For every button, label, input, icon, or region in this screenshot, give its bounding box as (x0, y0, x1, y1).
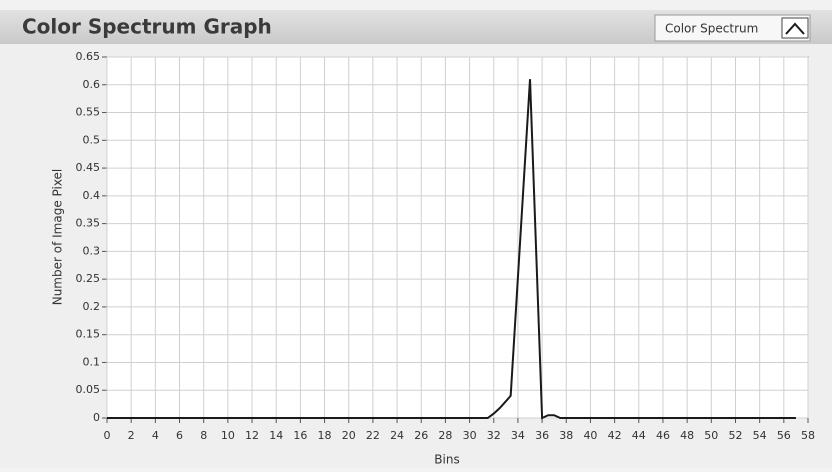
y-tick-label: 0.6 (83, 78, 101, 91)
x-tick-label: 44 (632, 429, 646, 442)
x-tick-label: 46 (656, 429, 670, 442)
y-tick-label: 0.15 (76, 328, 101, 341)
legend-swatch-box (782, 18, 808, 38)
y-tick-label: 0.2 (83, 300, 101, 313)
x-tick-label: 0 (104, 429, 111, 442)
x-tick-label: 20 (342, 429, 356, 442)
x-tick-label: 52 (728, 429, 742, 442)
x-tick-label: 12 (245, 429, 259, 442)
legend-label: Color Spectrum (665, 22, 758, 36)
y-tick-label: 0.25 (76, 272, 101, 285)
x-tick-label: 4 (152, 429, 159, 442)
x-tick-label: 6 (176, 429, 183, 442)
x-tick-label: 32 (487, 429, 501, 442)
plot-area (107, 57, 808, 418)
x-tick-label: 30 (463, 429, 477, 442)
chart-title: Color Spectrum Graph (22, 15, 272, 39)
y-tick-label: 0 (93, 411, 100, 424)
y-tick-label: 0.3 (83, 244, 101, 257)
y-axis-label: Number of Image Pixel (51, 169, 65, 306)
x-tick-label: 58 (801, 429, 815, 442)
x-axis-label: Bins (434, 453, 459, 467)
x-tick-label: 26 (414, 429, 428, 442)
y-tick-label: 0.45 (76, 161, 101, 174)
y-tick-label: 0.55 (76, 106, 101, 119)
y-tick-label: 0.65 (76, 50, 101, 63)
x-tick-label: 16 (293, 429, 307, 442)
x-tick-label: 50 (704, 429, 718, 442)
x-tick-label: 24 (390, 429, 404, 442)
x-tick-label: 28 (438, 429, 452, 442)
x-tick-label: 48 (680, 429, 694, 442)
x-tick-label: 14 (269, 429, 283, 442)
x-tick-label: 22 (366, 429, 380, 442)
y-tick-label: 0.35 (76, 217, 101, 230)
x-tick-label: 34 (511, 429, 525, 442)
x-tick-label: 54 (753, 429, 767, 442)
chart: Color Spectrum Graph Color Spectrum Bins… (0, 0, 832, 468)
x-tick-label: 18 (318, 429, 332, 442)
x-tick-label: 10 (221, 429, 235, 442)
x-tick-label: 40 (583, 429, 597, 442)
y-tick-label: 0.1 (83, 355, 101, 368)
y-tick-label: 0.5 (83, 133, 101, 146)
x-tick-label: 56 (777, 429, 791, 442)
y-tick-label: 0.05 (76, 383, 101, 396)
y-tick-label: 0.4 (83, 189, 101, 202)
x-tick-label: 36 (535, 429, 549, 442)
x-tick-label: 42 (608, 429, 622, 442)
x-tick-label: 38 (559, 429, 573, 442)
x-tick-label: 8 (200, 429, 207, 442)
x-tick-label: 2 (128, 429, 135, 442)
